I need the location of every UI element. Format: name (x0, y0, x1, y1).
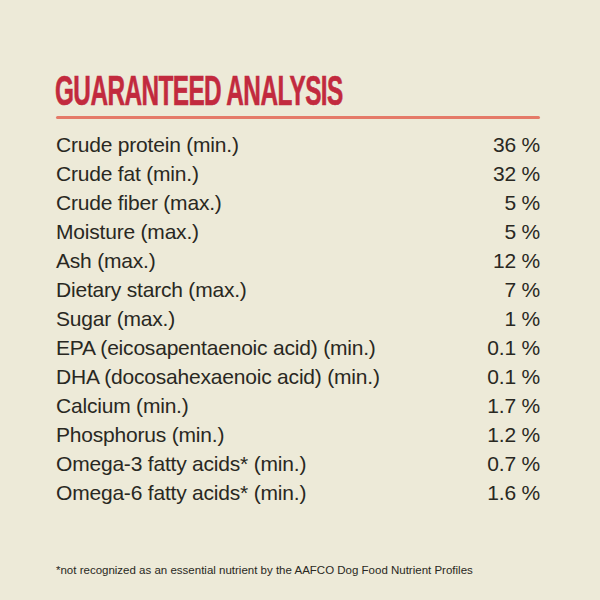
title-underline (56, 116, 540, 119)
nutrient-value: 1.7 % (487, 391, 540, 420)
nutrient-label: Sugar (max.) (56, 304, 175, 333)
nutrient-label: Calcium (min.) (56, 391, 189, 420)
table-row: Crude fat (min.) 32 % (56, 159, 540, 188)
table-row: Calcium (min.) 1.7 % (56, 391, 540, 420)
table-row: EPA (eicosapentaenoic acid) (min.) 0.1 % (56, 333, 540, 362)
nutrient-label: Crude fiber (max.) (56, 188, 222, 217)
nutrient-value: 0.7 % (487, 449, 540, 478)
table-row: Sugar (max.) 1 % (56, 304, 540, 333)
nutrient-value: 1 % (504, 304, 540, 333)
table-row: Moisture (max.) 5 % (56, 217, 540, 246)
nutrient-value: 7 % (504, 275, 540, 304)
nutrient-value: 5 % (504, 217, 540, 246)
table-row: Omega-3 fatty acids* (min.) 0.7 % (56, 449, 540, 478)
page-title: GUARANTEED ANALYSIS (55, 70, 343, 112)
nutrient-label: Crude fat (min.) (56, 159, 199, 188)
nutrient-value: 1.2 % (487, 420, 540, 449)
nutrient-value: 5 % (504, 188, 540, 217)
nutrient-label: Ash (max.) (56, 246, 156, 275)
table-row: Crude protein (min.) 36 % (56, 130, 540, 159)
nutrient-value: 32 % (493, 159, 540, 188)
nutrient-label: Crude protein (min.) (56, 130, 239, 159)
table-row: Omega-6 fatty acids* (min.) 1.6 % (56, 478, 540, 507)
table-row: Dietary starch (max.) 7 % (56, 275, 540, 304)
nutrient-value: 0.1 % (487, 333, 540, 362)
nutrient-label: Omega-3 fatty acids* (min.) (56, 449, 306, 478)
nutrient-value: 0.1 % (487, 362, 540, 391)
nutrient-label: Moisture (max.) (56, 217, 199, 246)
nutrient-label: Phosphorus (min.) (56, 420, 224, 449)
table-row: Phosphorus (min.) 1.2 % (56, 420, 540, 449)
nutrient-label: Omega-6 fatty acids* (min.) (56, 478, 306, 507)
nutrient-label: EPA (eicosapentaenoic acid) (min.) (56, 333, 376, 362)
nutrient-value: 1.6 % (487, 478, 540, 507)
nutrient-label: Dietary starch (max.) (56, 275, 247, 304)
table-row: DHA (docosahexaenoic acid) (min.) 0.1 % (56, 362, 540, 391)
nutrient-table: Crude protein (min.) 36 % Crude fat (min… (56, 130, 540, 507)
table-row: Crude fiber (max.) 5 % (56, 188, 540, 217)
guaranteed-analysis-panel: GUARANTEED ANALYSIS Crude protein (min.)… (0, 0, 600, 600)
aafco-footnote: *not recognized as an essential nutrient… (56, 564, 473, 576)
nutrient-label: DHA (docosahexaenoic acid) (min.) (56, 362, 380, 391)
nutrient-value: 12 % (493, 246, 540, 275)
table-row: Ash (max.) 12 % (56, 246, 540, 275)
nutrient-value: 36 % (493, 130, 540, 159)
